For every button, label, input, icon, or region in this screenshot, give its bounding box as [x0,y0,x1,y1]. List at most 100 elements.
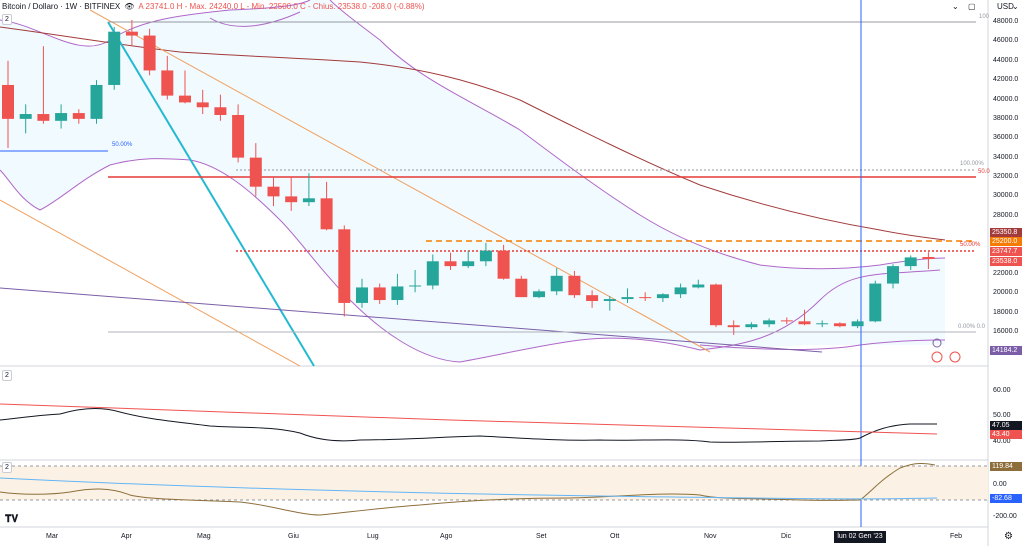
candle-body[interactable] [214,107,227,115]
fib-0-label: 0.00% 0.0 [958,324,986,330]
chevron-down-icon[interactable]: ⌄ [952,2,959,11]
gear-icon[interactable]: ⚙ [1004,531,1013,542]
candle-body[interactable] [55,113,68,121]
candle-body[interactable] [833,323,846,327]
candle-body[interactable] [373,287,386,301]
bollinger-fill [0,0,945,362]
candle-body[interactable] [2,84,14,119]
eye-icon[interactable]: 👁 [124,2,135,11]
candle-body[interactable] [639,297,652,299]
candle-body[interactable] [338,229,351,303]
bollinger-upper-3[interactable] [209,11,301,27]
osc2-signal[interactable] [0,477,938,500]
candle-body[interactable] [391,286,404,301]
osc2-line[interactable] [0,462,936,516]
trendline-purple[interactable] [0,287,823,353]
osc1-line[interactable] [0,407,937,443]
candle-body[interactable] [603,299,616,301]
pane-indicator-osc1[interactable]: 2 [2,370,12,381]
bollinger-upper-2[interactable] [329,0,946,270]
candle-body[interactable] [444,261,457,267]
candle-body[interactable] [72,113,85,119]
candle-body[interactable] [90,84,103,119]
currency-label[interactable]: USD [997,2,1014,11]
candle-body[interactable] [267,186,280,197]
time-axis-month: Ott [610,533,620,540]
candle-body[interactable] [302,198,315,203]
candle-body[interactable] [816,323,829,325]
price-tick-label: 44000.0 [993,56,1019,64]
candle-body[interactable] [798,321,811,325]
candle-body[interactable] [851,321,864,327]
lightning-icon[interactable] [932,338,942,348]
price-tick-label: 28000.0 [993,211,1019,219]
candle-body[interactable] [727,325,740,328]
moving-average[interactable] [0,26,946,241]
candle-body[interactable] [143,35,156,71]
event-flag-icon-2[interactable] [949,351,961,363]
candle-body[interactable] [887,266,899,284]
price-badge: 25200.0 [990,237,1022,246]
candle-body[interactable] [196,102,209,108]
trendline-orange-2[interactable] [0,199,301,367]
candle-body[interactable] [249,157,262,187]
candle-body[interactable] [232,115,245,158]
price-badge: 23747.7 [990,247,1022,256]
candle-body[interactable] [869,283,882,322]
candle-body[interactable] [356,287,368,303]
price-tick-label: 46000.0 [993,37,1019,45]
candle-body[interactable] [19,114,32,119]
candle-body[interactable] [780,320,793,322]
candle-body[interactable] [710,284,722,326]
price-tick-label: 32000.0 [993,173,1019,180]
candle-body[interactable] [621,297,634,300]
osc2-band [0,466,988,500]
price-tick-label: 42000.0 [993,76,1019,84]
event-flag-icon[interactable] [931,351,943,363]
candle-body[interactable] [37,114,50,121]
candle-body[interactable] [409,285,422,287]
bollinger-lower-2[interactable] [699,339,946,351]
pane-indicator-main[interactable]: 2 [2,14,12,25]
maximize-icon[interactable]: ▢ [968,2,976,11]
osc1-signal[interactable] [0,403,938,435]
candle-body[interactable] [533,291,545,298]
candle-body[interactable] [108,31,121,85]
trendline-orange-1[interactable] [89,9,711,353]
candle-body[interactable] [497,250,510,279]
candle-body[interactable] [426,261,439,286]
candle-body[interactable] [125,31,138,36]
candle-body[interactable] [320,198,333,230]
candle-body[interactable] [656,294,669,299]
candle-body[interactable] [515,278,528,298]
osc1-badge: 43.40 [990,430,1022,439]
tradingview-logo: 𝐓𝐕 [5,514,19,525]
pane-indicator-osc2[interactable]: 2 [2,462,12,473]
time-axis-month: Dic [781,533,792,540]
bollinger-lower[interactable] [0,158,701,363]
candle-body[interactable] [285,196,298,203]
chevron-down-icon-2[interactable]: ⌄ [1012,2,1019,11]
price-tick-label: 40000.0 [993,95,1019,103]
candle-body[interactable] [550,275,563,292]
candle-body[interactable] [179,95,191,103]
candle-body[interactable] [763,320,776,325]
candle-body[interactable] [479,250,492,262]
trendline-cyan[interactable] [107,21,315,367]
osc1-tick-label: 50.00 [993,412,1011,419]
candle-body[interactable] [922,257,935,259]
candle-body[interactable] [568,275,581,296]
candle-body[interactable] [674,287,687,295]
time-axis-month: Lug [367,533,379,540]
candle-body[interactable] [692,284,705,288]
symbol-title[interactable]: Bitcoin / Dollaro · 1W · BITFINEX [2,2,121,11]
candle-body[interactable] [462,261,475,267]
candle-body[interactable] [586,295,599,301]
symbol-legend[interactable]: Bitcoin / Dollaro · 1W · BITFINEX 👁 A 23… [2,2,425,11]
candle-body[interactable] [904,257,917,267]
candles-group[interactable] [2,20,935,335]
candle-body[interactable] [161,70,174,96]
candle-body[interactable] [745,324,758,328]
